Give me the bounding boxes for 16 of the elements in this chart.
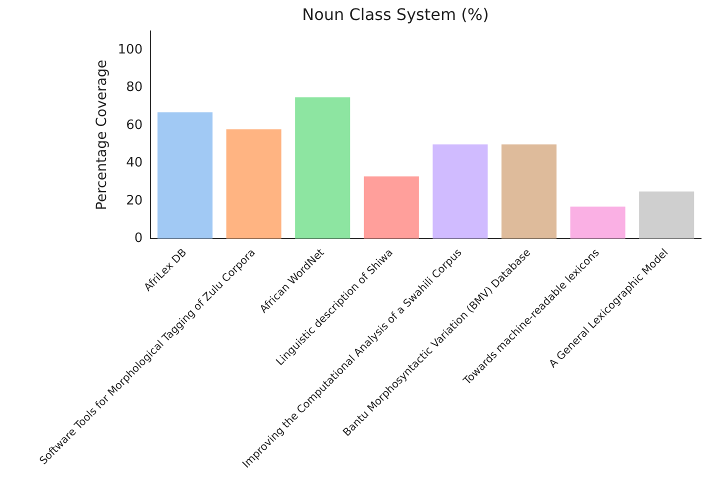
y-tick-label: 0 — [134, 231, 143, 246]
bar — [570, 206, 626, 239]
y-tick-label: 20 — [126, 193, 143, 208]
bar — [364, 176, 419, 239]
bar — [432, 144, 488, 239]
bar — [295, 97, 350, 239]
bar — [639, 192, 694, 239]
bar — [501, 144, 557, 239]
bar — [226, 129, 282, 239]
y-tick-label: 100 — [118, 42, 143, 58]
y-tick-label: 80 — [126, 80, 143, 96]
chart-title: Noun Class System (%) — [302, 4, 489, 24]
y-tick-label: 40 — [126, 156, 143, 171]
y-axis-title: Percentage Coverage — [94, 60, 110, 210]
y-tick-label: 60 — [126, 118, 143, 133]
bar — [157, 112, 213, 239]
